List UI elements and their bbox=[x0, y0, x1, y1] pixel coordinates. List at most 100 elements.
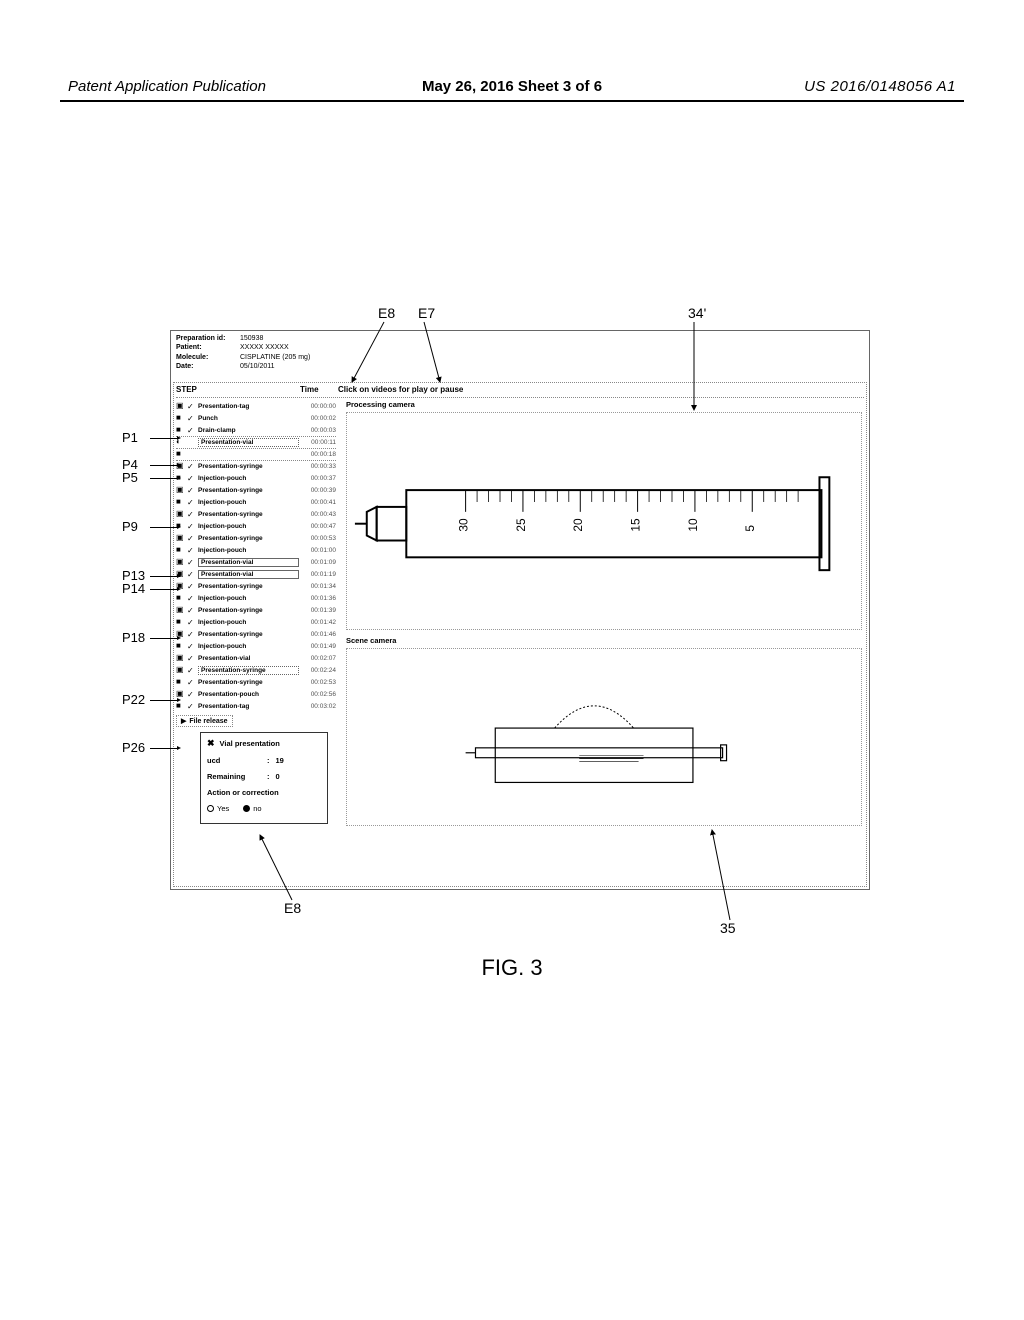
step-row[interactable]: ✓Injection-pouch00:01:42 bbox=[176, 616, 336, 628]
step-check-icon: ✓ bbox=[187, 630, 195, 639]
step-check-icon: ✓ bbox=[187, 642, 195, 651]
step-time: 00:01:00 bbox=[302, 547, 336, 554]
cam-icon bbox=[176, 690, 184, 698]
step-row[interactable]: ✓Presentation-syringe00:00:33 bbox=[176, 460, 336, 472]
step-row[interactable]: ✓Presentation-syringe00:02:53 bbox=[176, 676, 336, 688]
step-row[interactable]: ✓Presentation-tag00:00:00 bbox=[176, 400, 336, 412]
step-time: 00:02:56 bbox=[302, 691, 336, 698]
step-row[interactable]: ✓Injection-pouch00:00:37 bbox=[176, 472, 336, 484]
step-label: Presentation-vial bbox=[198, 558, 299, 567]
step-label: Presentation-pouch bbox=[198, 691, 299, 698]
step-check-icon: ✓ bbox=[187, 618, 195, 627]
step-label: Injection-pouch bbox=[198, 499, 299, 506]
step-row[interactable]: ✓Presentation-syringe00:02:24 bbox=[176, 664, 336, 676]
processing-camera-view[interactable]: 30252015105 bbox=[346, 412, 862, 630]
step-row[interactable]: ✓Presentation-syringe00:01:39 bbox=[176, 604, 336, 616]
info-patient-v: XXXXX XXXXX bbox=[240, 343, 289, 352]
info-block: Preparation id:150938 Patient:XXXXX XXXX… bbox=[176, 334, 310, 372]
step-time: 00:02:07 bbox=[302, 655, 336, 662]
step-row[interactable]: ✓Drain-clamp00:00:03 bbox=[176, 424, 336, 436]
step-time: 00:00:43 bbox=[302, 511, 336, 518]
label-e8-bottom: E8 bbox=[284, 900, 301, 916]
cam-icon bbox=[176, 666, 184, 674]
sq-icon bbox=[176, 618, 184, 626]
columns-header: STEP Time Click on videos for play or pa… bbox=[176, 385, 864, 398]
correction-box: Vial presentation ucd:19 Remaining:0 Act… bbox=[200, 732, 328, 824]
scene-drawing bbox=[347, 649, 861, 825]
step-check-icon: ✓ bbox=[187, 534, 195, 543]
figure-caption: FIG. 3 bbox=[0, 955, 1024, 981]
step-row[interactable]: ✓Presentation-syringe00:00:39 bbox=[176, 484, 336, 496]
p-label: P14 bbox=[122, 581, 145, 596]
syringe-tick-label: 25 bbox=[514, 518, 528, 532]
p-label-arrow bbox=[150, 748, 178, 749]
step-row[interactable]: ✓Presentation-syringe00:00:43 bbox=[176, 508, 336, 520]
header-center: May 26, 2016 Sheet 3 of 6 bbox=[422, 78, 602, 95]
col-time: Time bbox=[300, 385, 338, 394]
step-row[interactable]: ✓Presentation-vial00:01:19 bbox=[176, 568, 336, 580]
step-row[interactable]: ✓Punch00:00:02 bbox=[176, 412, 336, 424]
step-label: Presentation-vial bbox=[198, 655, 299, 662]
step-check-icon: ✓ bbox=[187, 690, 195, 699]
step-row[interactable]: ✓Presentation-syringe00:01:34 bbox=[176, 580, 336, 592]
step-time: 00:02:24 bbox=[302, 667, 336, 674]
correction-rem-k: Remaining bbox=[207, 772, 261, 781]
sq-icon bbox=[176, 594, 184, 602]
file-release-row[interactable]: File release bbox=[176, 715, 233, 727]
radio-no-dot bbox=[243, 805, 250, 812]
label-e8-top: E8 bbox=[378, 305, 395, 321]
step-label: Presentation-tag bbox=[198, 403, 299, 410]
step-time: 00:02:53 bbox=[302, 679, 336, 686]
step-label: Presentation-syringe bbox=[198, 607, 299, 614]
step-row[interactable]: ✓Presentation-syringe00:00:53 bbox=[176, 532, 336, 544]
steps-list: ✓Presentation-tag00:00:00✓Punch00:00:02✓… bbox=[176, 400, 336, 712]
info-date-v: 05/10/2011 bbox=[240, 362, 275, 371]
step-row[interactable]: ✓Presentation-tag00:03:02 bbox=[176, 700, 336, 712]
sq-icon bbox=[176, 678, 184, 686]
step-row[interactable]: ✓Presentation-pouch00:02:56 bbox=[176, 688, 336, 700]
file-release-label: File release bbox=[189, 718, 227, 725]
header-left: Patent Application Publication bbox=[68, 78, 266, 95]
step-row[interactable]: ✓Injection-pouch00:00:41 bbox=[176, 496, 336, 508]
step-row[interactable]: ✓Presentation-vial00:02:07 bbox=[176, 652, 336, 664]
step-row[interactable]: ✓Presentation-syringe00:01:46 bbox=[176, 628, 336, 640]
scene-camera-view[interactable] bbox=[346, 648, 862, 826]
step-label: Injection-pouch bbox=[198, 523, 299, 530]
radio-no[interactable]: no bbox=[243, 804, 261, 813]
step-check-icon: ✓ bbox=[187, 582, 195, 591]
step-time: 00:00:03 bbox=[302, 427, 336, 434]
radio-no-label: no bbox=[253, 804, 261, 813]
step-label: Presentation-syringe bbox=[198, 666, 299, 675]
step-row[interactable]: 00:00:18 bbox=[176, 448, 336, 460]
step-check-icon: ✓ bbox=[187, 606, 195, 615]
syringe-tick-label: 20 bbox=[571, 518, 585, 532]
step-time: 00:00:47 bbox=[302, 523, 336, 530]
step-row[interactable]: ✓Injection-pouch00:01:49 bbox=[176, 640, 336, 652]
page-header: Patent Application Publication May 26, 2… bbox=[0, 78, 1024, 95]
step-row[interactable]: ✓Presentation-vial00:01:09 bbox=[176, 556, 336, 568]
sq-icon bbox=[176, 498, 184, 506]
radio-yes[interactable]: Yes bbox=[207, 804, 229, 813]
step-row[interactable]: Presentation-vial00:00:11 bbox=[176, 436, 336, 448]
label-35: 35 bbox=[720, 920, 736, 936]
step-check-icon: ✓ bbox=[187, 474, 195, 483]
step-time: 00:00:53 bbox=[302, 535, 336, 542]
step-time: 00:00:18 bbox=[302, 451, 336, 458]
p-label-arrow bbox=[150, 465, 178, 466]
step-check-icon: ✓ bbox=[187, 666, 195, 675]
step-row[interactable]: ✓Injection-pouch00:01:36 bbox=[176, 592, 336, 604]
cam-icon bbox=[176, 486, 184, 494]
step-row[interactable]: ✓Injection-pouch00:01:00 bbox=[176, 544, 336, 556]
step-label: Injection-pouch bbox=[198, 619, 299, 626]
p-label-arrow bbox=[150, 576, 178, 577]
info-prep-v: 150938 bbox=[240, 334, 263, 343]
cam-icon bbox=[176, 558, 184, 566]
step-label: Presentation-syringe bbox=[198, 583, 299, 590]
correction-action-label: Action or correction bbox=[207, 788, 321, 797]
correction-ucd-v: 19 bbox=[276, 756, 284, 765]
step-row[interactable]: ✓Injection-pouch00:00:47 bbox=[176, 520, 336, 532]
cam-icon bbox=[176, 510, 184, 518]
correction-ucd-k: ucd bbox=[207, 756, 261, 765]
step-label: Presentation-syringe bbox=[198, 535, 299, 542]
step-time: 00:01:36 bbox=[302, 595, 336, 602]
